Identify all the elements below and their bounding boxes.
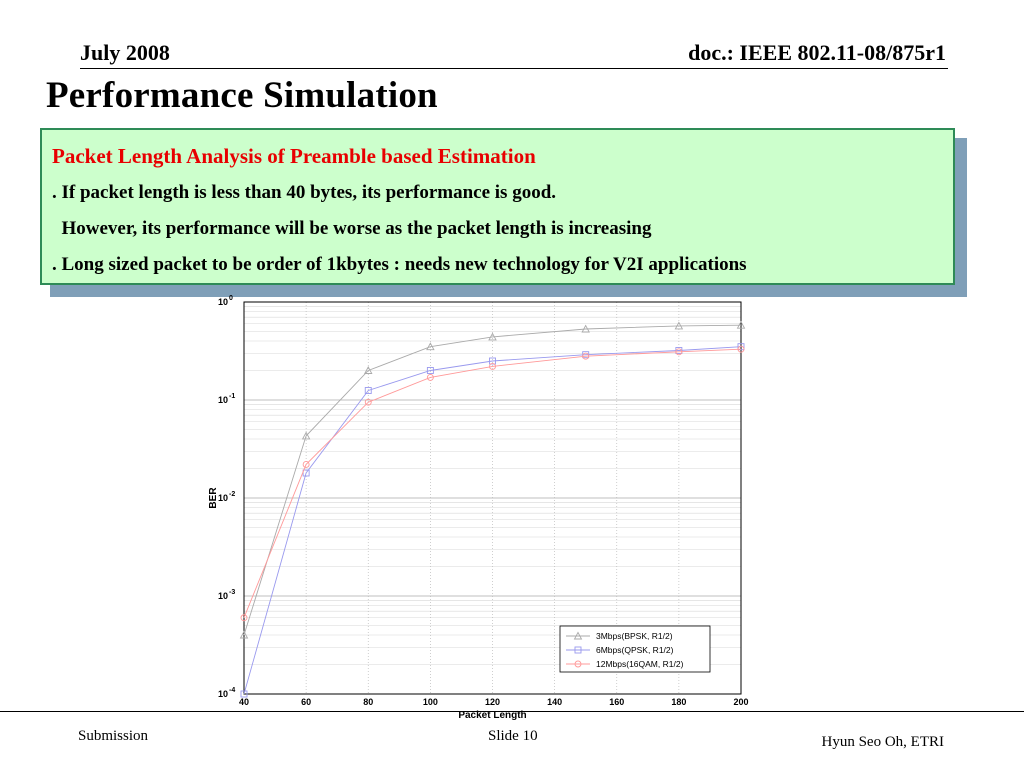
footer-submission: Submission: [78, 728, 149, 744]
data-point-series-3: [675, 348, 683, 356]
y-tick-exponent: 0: [229, 295, 233, 302]
x-tick-label: 160: [609, 697, 624, 707]
data-point-series-2: [364, 387, 372, 394]
data-point-series-3: [489, 362, 496, 370]
data-point-series-1: [301, 431, 311, 440]
box-line-1: . If packet length is less than 40 bytes…: [52, 182, 557, 203]
data-point-series-1: [239, 630, 249, 639]
x-tick-label: 140: [547, 697, 562, 707]
data-point-series-1: [426, 342, 435, 351]
legend-marker-1: [573, 631, 583, 640]
header-divider: [80, 68, 948, 69]
box-heading: Packet Length Analysis of Preamble based…: [52, 144, 536, 168]
data-point-series-3: [582, 352, 590, 360]
legend-marker-2: [574, 646, 582, 654]
legend-label-1: 3Mbps(BPSK, R1/2): [596, 631, 673, 641]
y-tick-exponent: -2: [229, 491, 235, 498]
ber-chart: 40 60 80 100 120 140 160 180 200 10 -4 10 -3 10 -2 10 -1…: [200, 292, 760, 728]
series-line-1: [243, 324, 742, 636]
series-line-3: [243, 348, 742, 618]
legend-marker-3: [574, 660, 582, 668]
data-point-series-3: [240, 614, 248, 622]
box-line-3: . Long sized packet to be order of 1kbyt…: [52, 254, 747, 275]
data-point-series-2: [426, 367, 434, 374]
footer-divider: [0, 711, 1024, 712]
data-point-series-1: [581, 324, 590, 333]
x-tick-label: 120: [485, 697, 500, 707]
data-point-series-2: [302, 469, 310, 477]
y-tick-exponent: -3: [229, 589, 235, 596]
data-point-series-1: [736, 320, 746, 329]
x-tick-label: 60: [301, 697, 311, 707]
y-tick-label: 10: [218, 395, 228, 405]
x-axis-label: Packet Length: [458, 710, 526, 721]
y-tick-exponent: -1: [229, 393, 235, 400]
data-point-series-1: [363, 366, 373, 374]
box-line-2: However, its performance will be worse a…: [52, 218, 652, 239]
footer-slide-number: Slide 10: [488, 728, 538, 744]
data-point-series-3: [364, 398, 372, 406]
slide-title: Performance Simulation: [46, 75, 438, 116]
header-doc-id: doc.: IEEE 802.11-08/875r1: [688, 40, 946, 65]
legend-label-3: 12Mbps(16QAM, R1/2): [596, 659, 684, 669]
data-point-series-3: [426, 373, 434, 381]
data-point-series-2: [489, 357, 496, 365]
footer-author: Hyun Seo Oh, ETRI: [821, 734, 945, 750]
y-tick-label: 10: [218, 297, 228, 307]
data-point-series-3: [737, 345, 745, 353]
y-tick-label: 10: [218, 493, 228, 503]
header-date: July 2008: [80, 40, 170, 65]
x-tick-label: 80: [363, 697, 373, 707]
data-point-series-1: [488, 332, 497, 341]
data-point-series-3: [302, 460, 310, 468]
legend-label-2: 6Mbps(QPSK, R1/2): [596, 645, 674, 655]
x-tick-label: 200: [733, 697, 748, 707]
data-point-series-2: [737, 343, 745, 351]
data-point-series-2: [240, 690, 248, 698]
y-tick-exponent: -4: [229, 687, 235, 694]
y-axis-label: BER: [208, 487, 219, 509]
summary-text-box: Packet Length Analysis of Preamble based…: [40, 128, 955, 285]
x-tick-label: 180: [671, 697, 686, 707]
y-tick-label: 10: [218, 689, 228, 699]
plot-frame: [243, 301, 742, 695]
y-tick-label: 10: [218, 591, 228, 601]
data-point-series-1: [674, 321, 684, 330]
x-tick-label: 100: [423, 697, 438, 707]
series-line-2: [243, 346, 742, 695]
x-tick-label: 40: [239, 697, 249, 707]
